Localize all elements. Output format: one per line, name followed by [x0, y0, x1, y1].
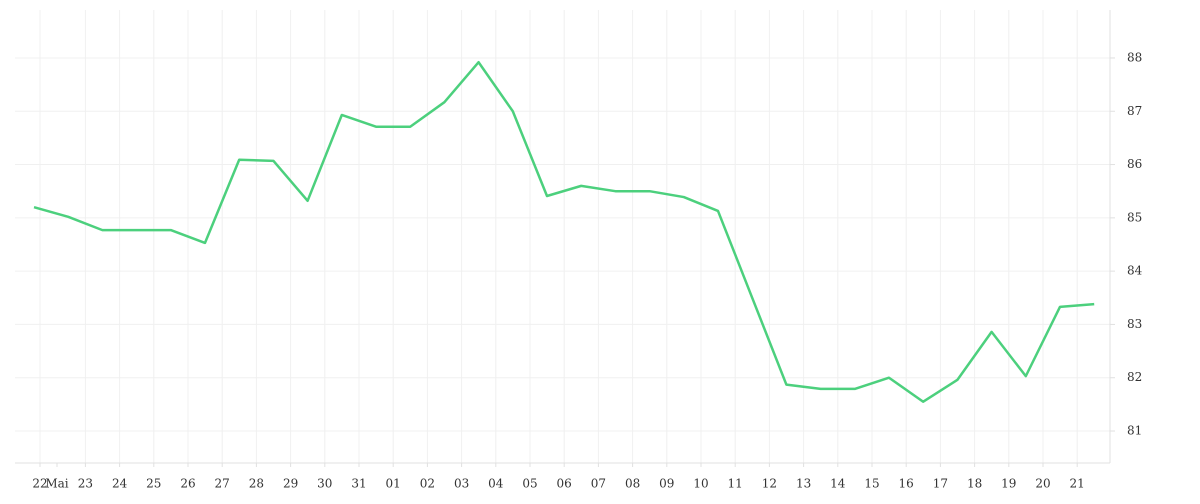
x-tick-label: 15	[864, 477, 879, 491]
y-tick-label: 82	[1127, 370, 1142, 384]
x-tick-label: 18	[967, 477, 982, 491]
x-tick-label: 11	[728, 477, 743, 491]
x-tick-label: 28	[249, 477, 264, 491]
x-tick-label: 29	[283, 477, 298, 491]
x-tick-label: 14	[830, 477, 846, 491]
x-tick-label: 05	[522, 477, 537, 491]
x-tick-label: 04	[488, 477, 504, 491]
y-tick-label: 83	[1127, 317, 1142, 331]
y-tick-label: 86	[1127, 157, 1142, 171]
x-tick-label: 09	[659, 477, 674, 491]
y-tick-label: 85	[1127, 210, 1142, 224]
x-tick-label: 08	[625, 477, 640, 491]
x-tick-label: 17	[933, 477, 948, 491]
x-tick-label: 24	[112, 477, 128, 491]
y-tick-label: 87	[1127, 104, 1142, 118]
x-tick-label: 13	[796, 477, 811, 491]
x-tick-label: 25	[146, 477, 161, 491]
x-tick-label: 26	[180, 477, 195, 491]
x-tick-label: 31	[351, 477, 366, 491]
x-tick-label: 16	[899, 477, 914, 491]
x-tick-label: 02	[420, 477, 435, 491]
y-tick-label: 81	[1127, 424, 1142, 438]
y-tick-label: 88	[1127, 50, 1142, 64]
x-tick-label: 19	[1001, 477, 1016, 491]
x-tick-label: 20	[1035, 477, 1050, 491]
x-tick-label: 21	[1070, 477, 1085, 491]
x-tick-label: 10	[693, 477, 708, 491]
x-tick-label: 03	[454, 477, 469, 491]
x-tick-label: 07	[591, 477, 606, 491]
x-tick-label: 27	[215, 477, 230, 491]
x-tick-label: 01	[386, 477, 401, 491]
x-tick-label: 12	[762, 477, 777, 491]
x-tick-label: 06	[557, 477, 572, 491]
x-tick-label: 23	[78, 477, 93, 491]
price-line	[33, 60, 1095, 403]
x-tick-label: 30	[317, 477, 332, 491]
y-tick-label: 84	[1127, 264, 1143, 278]
x-tick-label: 22	[32, 477, 47, 491]
x-tick-label: Mai	[45, 477, 68, 491]
